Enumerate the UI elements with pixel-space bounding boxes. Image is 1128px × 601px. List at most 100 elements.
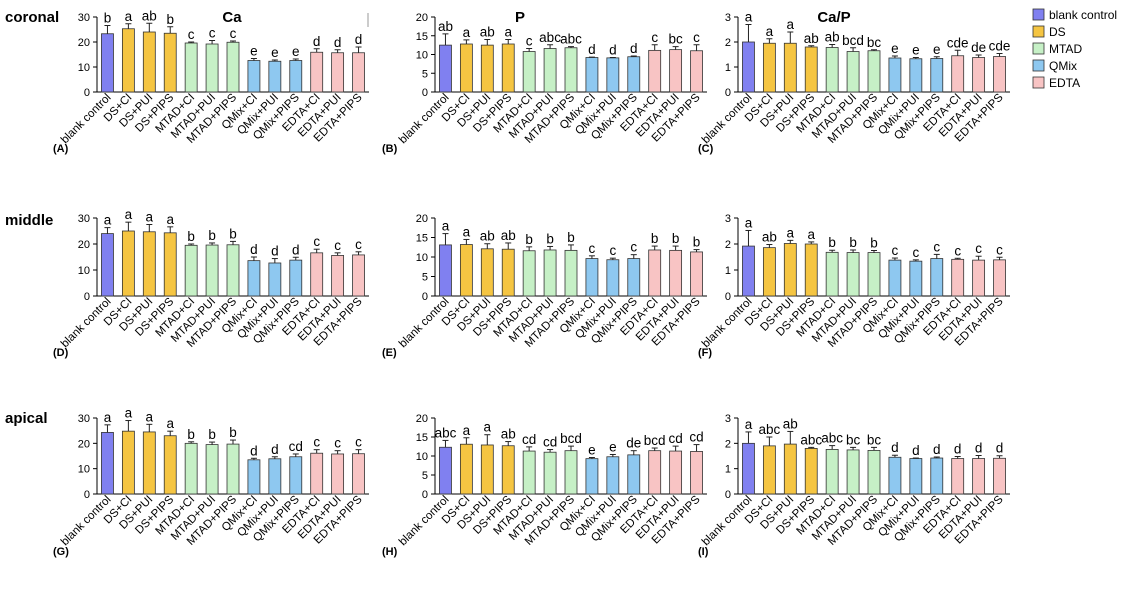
significance-letter: c: [526, 34, 533, 49]
significance-letter: a: [442, 219, 450, 234]
significance-letter: a: [484, 420, 492, 435]
bar: [762, 42, 776, 93]
bar: [522, 450, 536, 495]
significance-letter: d: [271, 244, 279, 259]
bar: [606, 57, 620, 93]
y-tick-label: 10: [78, 265, 90, 277]
column-title: Ca/P: [817, 9, 850, 26]
y-tick-label: 10: [416, 451, 428, 463]
bar: [184, 244, 198, 297]
significance-letter: d: [292, 242, 300, 257]
significance-letter: b: [828, 235, 836, 250]
bar: [762, 247, 776, 297]
significance-letter: d: [355, 32, 363, 47]
significance-letter: b: [546, 231, 554, 246]
significance-letter: a: [463, 224, 471, 239]
legend-swatch: [1032, 8, 1045, 21]
legend-swatch: [1032, 59, 1045, 72]
significance-letter: cd: [522, 432, 536, 447]
bar: [909, 58, 923, 93]
significance-letter: c: [209, 26, 216, 41]
bar: [480, 444, 494, 495]
bar: [543, 249, 557, 297]
bar: [888, 259, 902, 297]
significance-letter: c: [933, 239, 940, 254]
y-tick-label: 3: [725, 413, 731, 425]
bar: [459, 443, 473, 495]
y-tick-label: 2: [725, 438, 731, 450]
significance-letter: b: [166, 12, 174, 27]
bar: [121, 230, 135, 297]
bar: [742, 41, 755, 93]
y-tick-label: 15: [416, 233, 428, 245]
significance-letter: c: [355, 435, 362, 450]
bar: [867, 50, 881, 93]
significance-letter: d: [975, 440, 983, 455]
bar: [867, 252, 881, 297]
y-tick-label: 30: [78, 12, 90, 24]
panel-label: (F): [698, 347, 712, 359]
row-label-coronal: coronal: [5, 9, 59, 26]
y-tick-label: 20: [416, 413, 428, 425]
significance-letter: a: [463, 423, 471, 438]
legend-label: blank control: [1049, 8, 1117, 22]
significance-letter: bc: [846, 432, 861, 447]
significance-letter: b: [567, 230, 575, 245]
bar: [247, 60, 261, 93]
significance-letter: de: [626, 436, 641, 451]
significance-letter: cd: [689, 430, 703, 445]
bar: [101, 33, 114, 93]
significance-letter: c: [693, 30, 700, 45]
bar: [606, 259, 620, 297]
significance-letter: a: [807, 227, 815, 242]
significance-letter: a: [104, 410, 112, 425]
bar: [142, 431, 156, 495]
panel-label: (G): [53, 546, 69, 558]
significance-letter: a: [166, 212, 174, 227]
significance-letter: de: [971, 40, 986, 55]
legend-label: DS: [1049, 25, 1066, 39]
significance-letter: b: [870, 236, 878, 251]
bar: [101, 432, 114, 495]
significance-letter: c: [589, 241, 596, 256]
significance-letter: cd: [668, 431, 682, 446]
y-tick-label: 0: [84, 291, 90, 303]
significance-letter: a: [104, 213, 112, 228]
y-tick-label: 20: [416, 213, 428, 225]
y-tick-label: 2: [725, 239, 731, 251]
significance-letter: d: [933, 442, 941, 457]
bar: [648, 249, 662, 297]
bar: [930, 58, 944, 93]
y-tick-label: 3: [725, 12, 731, 24]
legend-label: QMix: [1049, 59, 1077, 73]
y-tick-label: 5: [422, 470, 428, 482]
legend-swatch: [1032, 76, 1045, 89]
significance-letter: b: [104, 11, 112, 26]
significance-letter: a: [504, 25, 512, 40]
bar: [783, 243, 797, 297]
bar: [909, 458, 923, 495]
bar: [268, 458, 282, 495]
bar: [606, 456, 620, 495]
y-tick-label: 2: [725, 37, 731, 49]
y-tick-label: 10: [78, 464, 90, 476]
significance-letter: ab: [142, 8, 157, 23]
significance-letter: bc: [867, 432, 882, 447]
bar: [846, 449, 860, 495]
y-tick-label: 5: [422, 68, 428, 80]
significance-letter: ab: [480, 25, 495, 40]
bar: [331, 255, 345, 297]
bar: [825, 449, 839, 495]
bar: [825, 47, 839, 93]
bar: [331, 453, 345, 495]
y-tick-label: 10: [416, 252, 428, 264]
y-tick-label: 20: [78, 438, 90, 450]
bar: [804, 46, 818, 93]
significance-letter: bc: [668, 32, 683, 47]
bar: [564, 249, 578, 297]
bar: [142, 231, 156, 297]
significance-letter: b: [525, 232, 533, 247]
significance-letter: b: [187, 229, 195, 244]
